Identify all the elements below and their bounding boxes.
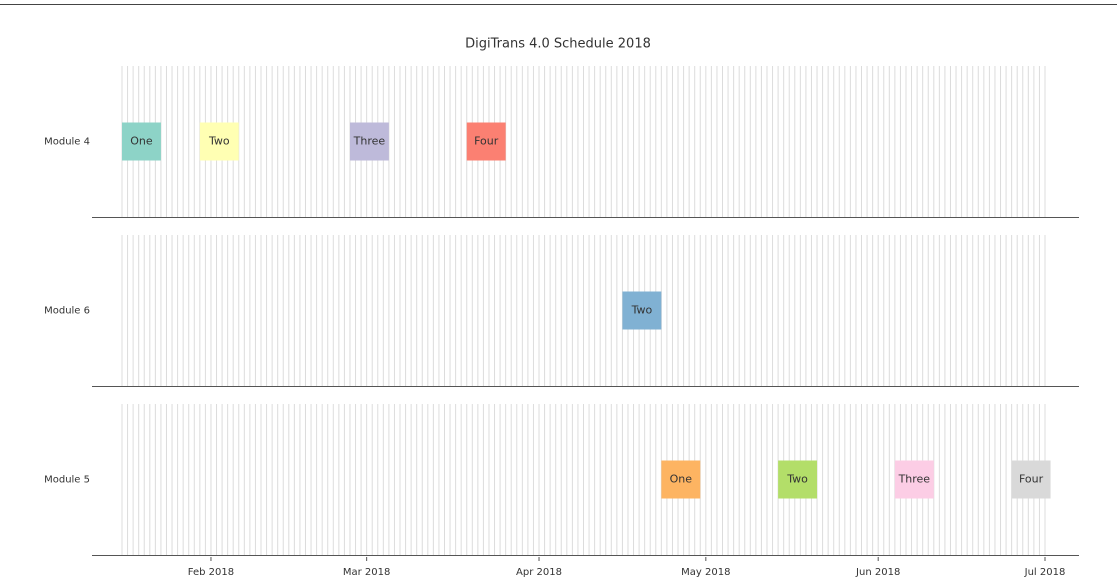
row-label: Module 5: [44, 475, 90, 486]
task-bar: [349, 122, 389, 161]
task-bar: [466, 122, 506, 161]
task-bar: [622, 291, 662, 330]
row-label: Module 6: [44, 306, 90, 317]
task-label: Four: [474, 135, 499, 148]
row-label: Module 4: [44, 137, 90, 148]
task-bar: [894, 460, 934, 499]
x-tick-label: Feb 2018: [188, 567, 234, 578]
task-label: Three: [898, 473, 931, 486]
task-bar: [1011, 460, 1051, 499]
task-bar: [199, 122, 239, 161]
task-label: One: [130, 135, 153, 148]
task-label: Two: [631, 304, 653, 317]
task-bar: [122, 122, 161, 161]
x-tick-label: Apr 2018: [516, 567, 562, 578]
task-bar: [778, 460, 818, 499]
task-label: Three: [353, 135, 386, 148]
task-label: Four: [1019, 473, 1044, 486]
x-tick-label: Mar 2018: [343, 567, 391, 578]
x-tick-label: Jul 2018: [1024, 567, 1066, 578]
x-tick-label: Jun 2018: [855, 567, 900, 578]
task-label: Two: [786, 473, 808, 486]
task-bar: [661, 460, 701, 499]
x-tick-label: May 2018: [681, 567, 730, 578]
task-label: Two: [208, 135, 230, 148]
chart-title: DigiTrans 4.0 Schedule 2018: [465, 37, 651, 52]
task-label: One: [670, 473, 693, 486]
